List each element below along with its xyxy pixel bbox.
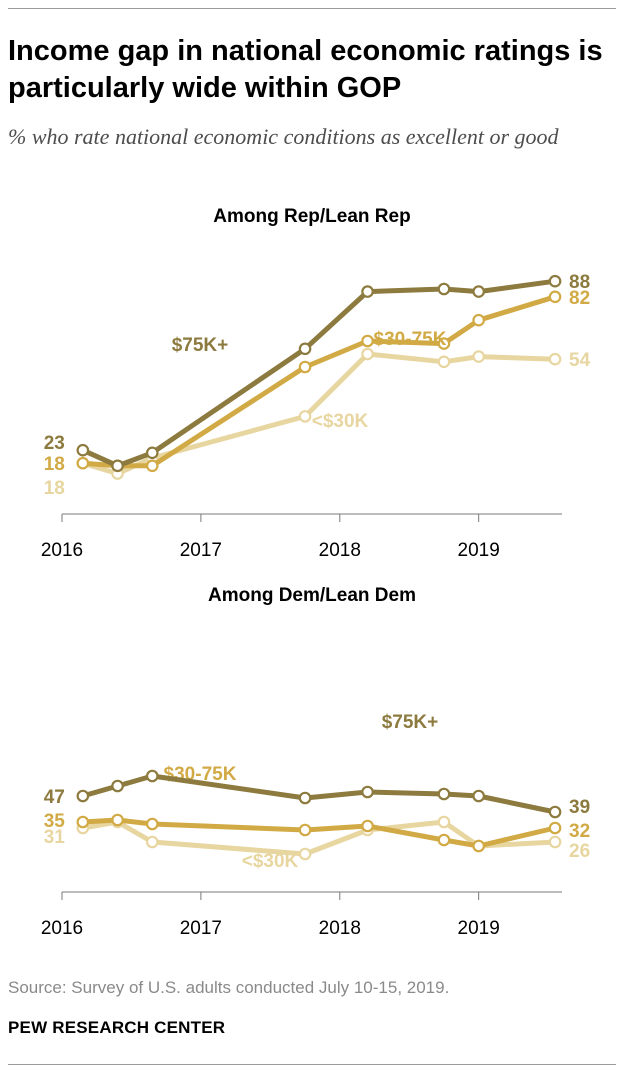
dem-point-75k-plus	[472, 789, 485, 803]
dem-point-75k-plus	[548, 805, 562, 819]
rep-x-tick-label: 2018	[319, 540, 361, 561]
rep-point-under-30k	[472, 350, 485, 363]
dem-point-75k-plus	[76, 789, 90, 803]
dem-point-75k-plus	[437, 787, 451, 801]
rep-line-chart: 2016 2017 2018 2019 18 54 <$30K 18 82 $30-75K 23 88…	[41, 272, 591, 561]
rep-point-30-75k	[472, 313, 485, 327]
rep-point-75k-plus	[472, 285, 485, 298]
rep-point-30-75k	[548, 290, 562, 304]
dem-point-30-75k	[361, 819, 374, 833]
rep-series-label-75k-plus: $75K+	[172, 335, 229, 356]
rep-x-tick-label: 2019	[458, 540, 500, 561]
dem-x-tick-label: 2016	[41, 918, 83, 939]
rep-series-label-under-30k: <$30K	[312, 411, 369, 432]
rep-point-30-75k	[361, 334, 374, 348]
dem-point-30-75k	[548, 821, 562, 835]
dem-point-under-30k	[437, 815, 451, 829]
rep-point-75k-plus	[361, 285, 374, 298]
rep-point-under-30k	[548, 352, 562, 366]
dem-point-30-75k	[437, 833, 451, 847]
dem-point-under-30k	[298, 847, 312, 861]
dem-point-30-75k	[472, 839, 485, 853]
dem-point-30-75k	[145, 817, 159, 831]
dem-point-75k-plus	[361, 785, 374, 799]
rep-end-label-under-30k: 54	[569, 350, 591, 371]
dem-point-30-75k	[298, 823, 312, 837]
rep-point-75k-plus	[76, 443, 90, 457]
panel-title-dem: Among Dem/Lean Dem	[208, 585, 416, 606]
dem-point-30-75k	[76, 815, 90, 829]
rep-x-tick-label: 2016	[41, 540, 83, 561]
rep-point-30-75k	[437, 337, 451, 350]
rep-point-under-30k	[437, 355, 451, 369]
rep-end-label-30-75k: 82	[569, 288, 590, 309]
dem-start-label-30-75k: 35	[44, 811, 66, 832]
rep-point-under-30k	[298, 410, 312, 423]
dem-point-under-30k	[548, 835, 562, 849]
rep-point-75k-plus	[111, 459, 124, 473]
dem-start-label-75k-plus: 47	[44, 787, 65, 808]
bottom-rule	[8, 1064, 616, 1065]
chart-title: Income gap in national economic ratings …	[8, 35, 603, 104]
dem-line-under-30k	[80, 819, 558, 857]
rep-start-label-75k-plus: 23	[44, 433, 65, 454]
org-name: PEW RESEARCH CENTER	[8, 1018, 226, 1037]
rep-start-label-30-75k: 18	[44, 454, 65, 475]
dem-x-tick-label: 2017	[180, 918, 222, 939]
dem-point-75k-plus	[298, 791, 312, 805]
dem-point-75k-plus	[145, 769, 159, 783]
rep-point-30-75k	[298, 360, 312, 374]
rep-line-75k-plus	[80, 278, 558, 469]
rep-series-label-30-75k: $30-75K	[374, 329, 447, 350]
rep-end-label-75k-plus: 88	[569, 272, 590, 293]
rep-start-label-under-30k: 18	[44, 478, 65, 499]
rep-point-75k-plus	[548, 274, 562, 288]
rep-point-30-75k	[145, 459, 159, 473]
dem-point-30-75k	[111, 813, 124, 827]
panel-title-rep: Among Rep/Lean Rep	[213, 206, 411, 227]
rep-point-75k-plus	[145, 446, 159, 460]
rep-point-30-75k	[76, 456, 90, 470]
dem-end-label-under-30k: 26	[569, 841, 590, 862]
dem-point-75k-plus	[111, 779, 124, 793]
dem-end-label-75k-plus: 39	[569, 797, 590, 818]
rep-x-tick-label: 2017	[180, 540, 222, 561]
top-rule	[8, 8, 616, 9]
dem-end-label-30-75k: 32	[569, 821, 590, 842]
dem-series-label-75k-plus: $75K+	[382, 712, 439, 733]
rep-point-under-30k	[361, 347, 374, 361]
dem-series-label-under-30k: <$30K	[242, 851, 299, 872]
dem-start-label-under-30k: 31	[44, 827, 66, 848]
dem-x-tick-label: 2019	[458, 918, 500, 939]
rep-point-75k-plus	[298, 342, 312, 356]
dem-point-under-30k	[145, 835, 159, 849]
source-note: Source: Survey of U.S. adults conducted …	[8, 978, 450, 997]
dem-x-tick-label: 2018	[319, 918, 361, 939]
rep-point-75k-plus	[437, 282, 451, 296]
chart-subtitle: % who rate national economic conditions …	[8, 124, 559, 149]
